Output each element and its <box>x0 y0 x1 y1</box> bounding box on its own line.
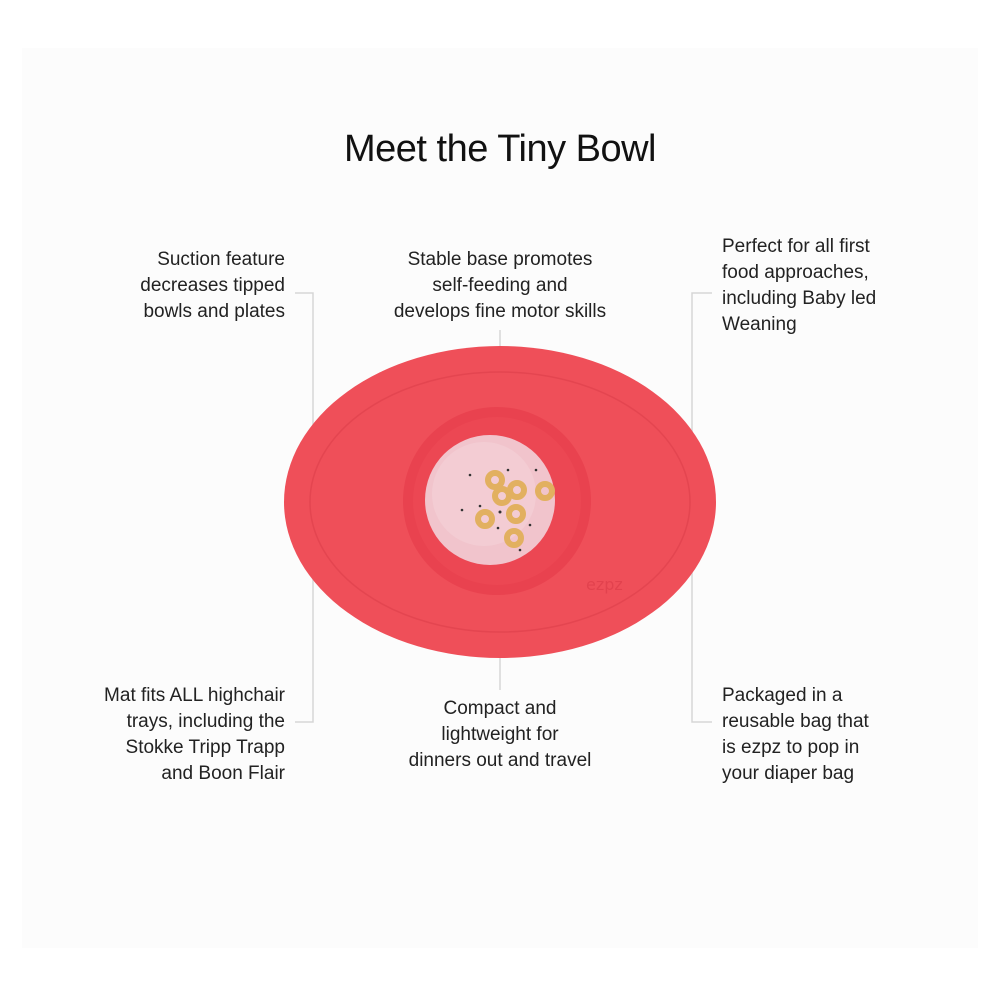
ezpz-logo: ezpz <box>586 575 623 594</box>
leader-lines <box>295 292 712 723</box>
feature-stable-base: Stable base promotes self-feeding and de… <box>393 249 607 322</box>
chia-seeds <box>460 468 538 552</box>
feature-packaged: Packaged in a reusable bag that is ezpz … <box>722 685 869 784</box>
cereal-rings <box>475 470 555 548</box>
feature-compact: Compact and lightweight for dinners out … <box>408 698 592 771</box>
feature-highchair: Mat fits ALL highchair trays, including … <box>104 685 285 784</box>
feature-suction: Suction feature decreases tipped bowls a… <box>140 249 285 322</box>
leader-line-first-food <box>691 292 712 458</box>
page-title: Meet the Tiny Bowl <box>343 128 657 170</box>
leader-line-highchair <box>295 572 314 723</box>
tiny-bowl-mat: ezpz <box>284 346 716 658</box>
feature-first-food: Perfect for all first food approaches, i… <box>722 236 877 335</box>
leader-line-suction <box>295 292 314 450</box>
mat-rim <box>309 371 691 633</box>
leader-line-packaged <box>691 568 712 723</box>
